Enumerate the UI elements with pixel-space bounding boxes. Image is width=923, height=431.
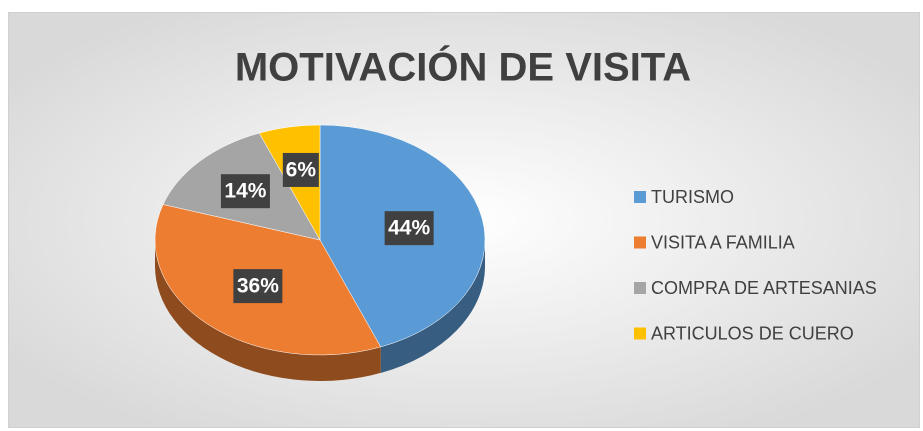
legend-swatch [634,327,646,340]
legend-label: COMPRA DE ARTESANIAS [651,278,877,298]
legend-swatch [634,236,646,249]
data-label: 44% [388,217,430,240]
slice-side [380,240,485,373]
legend-swatch [634,191,646,203]
data-label-box [233,269,283,304]
data-label-box [384,211,434,246]
data-label-box [220,174,270,209]
data-label-box [282,152,319,187]
data-label: 6% [286,159,317,182]
legend-label: VISITA A FAMILIA [651,232,795,252]
data-label: 14% [224,180,266,203]
legend-label: TURISMO [651,187,734,207]
data-label: 36% [237,275,279,298]
legend-swatch [634,282,646,294]
slice-side [155,240,381,381]
chart-title: MOTIVACIÓN DE VISITA [235,44,691,90]
legend-label: ARTICULOS DE CUERO [651,323,854,343]
